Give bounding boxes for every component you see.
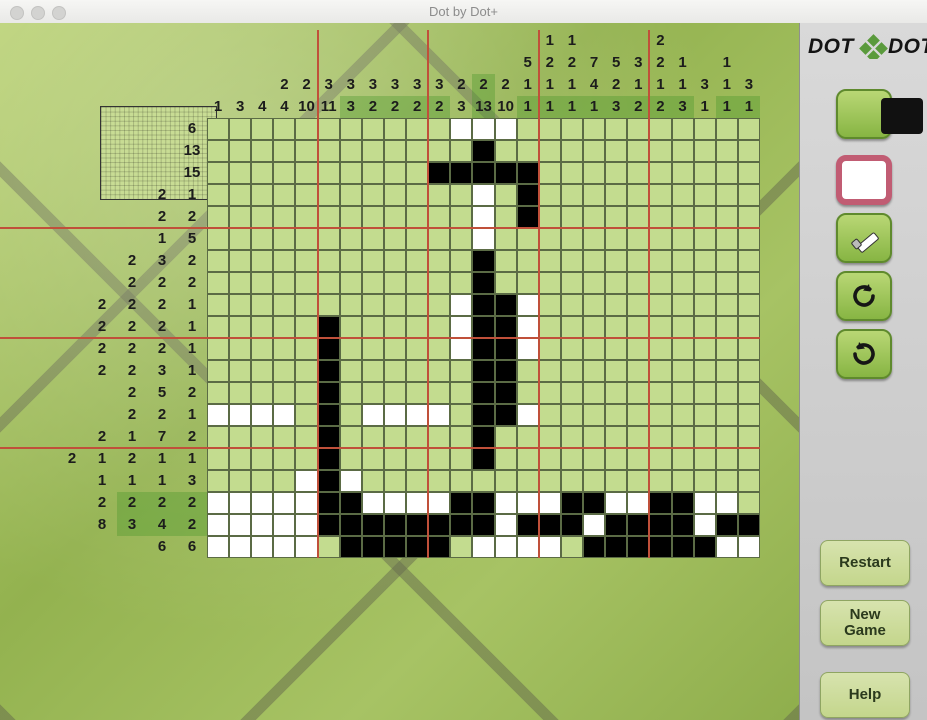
svg-text:DOT: DOT [888,35,927,58]
svg-text:DOT: DOT [808,35,856,58]
